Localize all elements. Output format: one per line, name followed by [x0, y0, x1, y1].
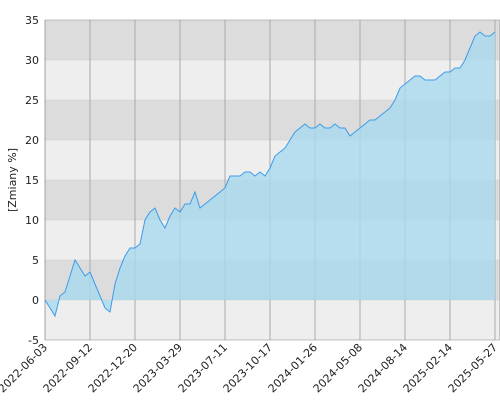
y-tick-label: 15 [25, 174, 39, 187]
y-tick-label: 10 [25, 214, 39, 227]
y-tick-label: 35 [25, 14, 39, 27]
y-tick-label: 5 [32, 254, 39, 267]
y-tick-label: 30 [25, 54, 39, 67]
y-axis-label: [Zmiany %] [6, 148, 19, 212]
area [45, 32, 495, 316]
grid-band [45, 20, 500, 60]
y-tick-label: 0 [32, 294, 39, 307]
y-tick-label: 20 [25, 134, 39, 147]
y-tick-label: 25 [25, 94, 39, 107]
line [44, 31, 496, 318]
y-tick-label: -5 [28, 334, 39, 347]
grid-band [45, 300, 500, 340]
